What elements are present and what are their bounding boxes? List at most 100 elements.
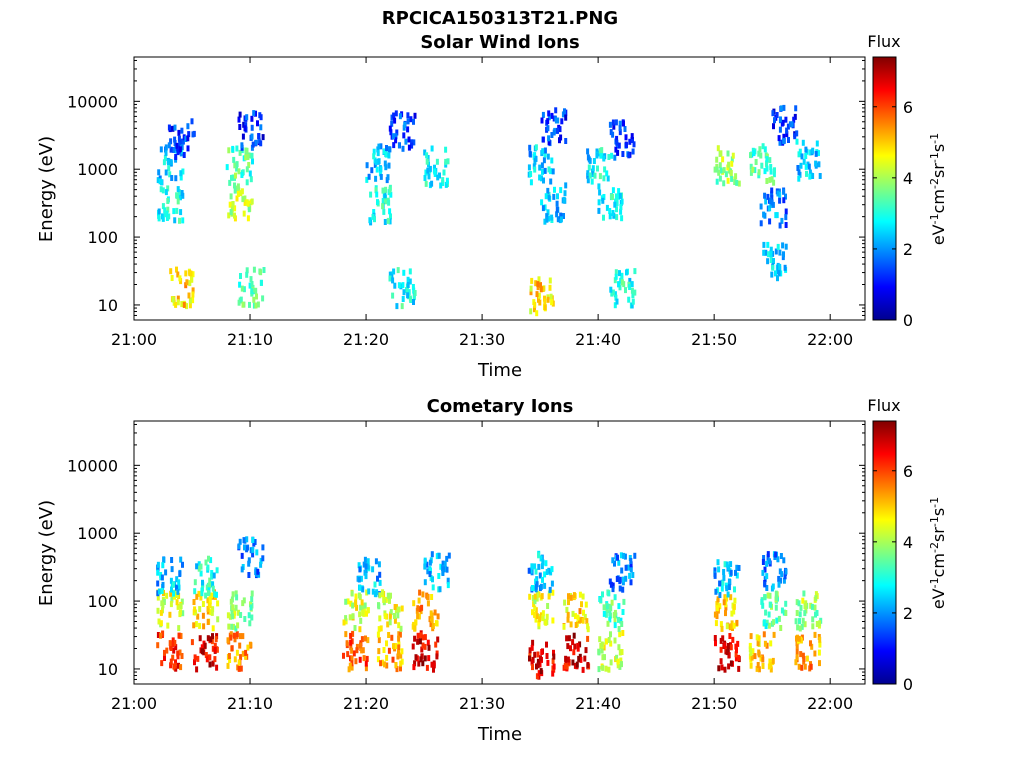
spectrogram-cell <box>170 275 174 281</box>
spectrogram-cell <box>182 152 186 158</box>
spectrogram-cell <box>351 602 355 609</box>
spectrogram-cell <box>373 581 377 588</box>
colorbar-tick-label: 6 <box>903 98 913 117</box>
spectrogram-cell <box>344 598 348 605</box>
spectrogram-cell <box>159 146 163 153</box>
spectrogram-cell <box>169 601 173 608</box>
spectrogram-cell <box>540 117 544 124</box>
spectrogram-cell <box>620 661 623 668</box>
spectrogram-cell <box>180 127 184 134</box>
spectrogram-cell <box>780 120 784 127</box>
spectrogram-cell <box>198 606 202 613</box>
spectrogram-cell <box>241 301 245 308</box>
spectrogram-cell <box>623 553 627 560</box>
spectrogram-cell <box>259 124 263 131</box>
spectrogram-cell <box>576 642 580 649</box>
spectrogram-cell <box>766 592 770 599</box>
spectrogram-cell <box>250 614 254 621</box>
spectrogram-cell <box>620 621 624 627</box>
spectrogram-cell <box>719 167 723 174</box>
spectrogram-cell <box>348 614 352 621</box>
spectrogram-cell <box>761 569 765 576</box>
spectrogram-cell <box>749 662 753 669</box>
spectrogram-cell <box>725 585 729 592</box>
spectrogram-cell <box>433 164 436 171</box>
spectrogram-cell <box>386 592 390 599</box>
spectrogram-cell <box>361 610 365 617</box>
spectrogram-cell <box>778 116 782 123</box>
spectrogram-cell <box>554 117 558 124</box>
spectrogram-cell <box>547 114 551 121</box>
spectrogram-cell <box>761 663 765 669</box>
spectrogram-cell <box>225 164 229 171</box>
spectrogram-cell <box>536 662 540 669</box>
spectrogram-cell <box>245 179 249 186</box>
spectrogram-cell <box>611 586 615 593</box>
spectrogram-cell <box>731 152 735 159</box>
spectrogram-cell <box>765 178 769 184</box>
y-axis-label: Energy (eV) <box>36 136 57 242</box>
spectrogram-cell <box>616 658 620 665</box>
spectrogram-cell <box>177 625 181 632</box>
spectrogram-cell <box>406 292 410 299</box>
spectrogram-cell <box>527 164 531 171</box>
spectrogram-cell <box>770 191 774 198</box>
spectrogram-cell <box>433 609 437 616</box>
spectrogram-cell <box>528 593 532 600</box>
spectrogram-cell <box>387 632 391 638</box>
spectrogram-cell <box>784 222 788 228</box>
spectrogram-cell <box>609 581 613 588</box>
spectrogram-cell <box>606 620 610 627</box>
spectrogram-cell <box>569 645 572 652</box>
spectrogram-cell <box>344 618 348 625</box>
spectrogram-cell <box>362 561 366 568</box>
spectrogram-cell <box>161 203 165 210</box>
spectrogram-cell <box>540 199 544 206</box>
spectrogram-cell <box>764 198 768 205</box>
spectrogram-cell <box>176 603 180 610</box>
spectrogram-cell <box>559 187 563 194</box>
spectrogram-cell <box>261 134 265 141</box>
spectrogram-cell <box>626 564 630 571</box>
spectrogram-cell <box>749 650 753 657</box>
spectrogram-cell <box>727 578 731 585</box>
spectrogram-cell <box>436 613 440 620</box>
spectrogram-cell <box>178 139 182 146</box>
spectrogram-cell <box>205 656 209 663</box>
spectrogram-cell <box>543 582 547 589</box>
spectrogram-cell <box>198 622 202 629</box>
spectrogram-cell <box>546 153 550 160</box>
spectrogram-cell <box>392 112 396 119</box>
spectrogram-cell <box>556 193 559 200</box>
spectrogram-cell <box>392 142 396 149</box>
spectrogram-cell <box>737 665 741 672</box>
spectrogram-cell <box>632 141 636 148</box>
spectrogram-cell <box>229 193 233 200</box>
spectrogram-cell <box>210 573 214 580</box>
spectrogram-cell <box>350 664 354 671</box>
spectrogram-cell <box>771 583 775 590</box>
spectrogram-cell <box>402 289 406 296</box>
spectrogram-cell <box>530 659 534 666</box>
spectrogram-cell <box>614 193 618 200</box>
spectrogram-cell <box>576 614 580 621</box>
spectrogram-cell <box>198 635 202 642</box>
spectrogram-cell <box>393 613 396 619</box>
spectrogram-cell <box>402 269 406 276</box>
spectrogram-cell <box>370 167 374 174</box>
colorbar-tick-label: 2 <box>903 240 913 259</box>
spectrogram-cell <box>259 561 263 568</box>
spectrogram-cell <box>795 599 799 606</box>
spectrogram-cell <box>724 604 728 611</box>
spectrogram-cell <box>398 113 402 120</box>
spectrogram-cell <box>391 133 395 140</box>
spectrogram-cell <box>545 653 549 659</box>
spectrogram-cell <box>237 543 241 550</box>
spectrogram-cell <box>586 170 590 177</box>
spectrogram-cell <box>604 665 608 672</box>
spectrogram-cell <box>350 647 354 654</box>
spectrogram-cell <box>765 619 769 626</box>
spectrogram-cell <box>765 573 769 580</box>
spectrogram-cell <box>631 148 635 155</box>
spectrogram-cell <box>243 544 246 551</box>
